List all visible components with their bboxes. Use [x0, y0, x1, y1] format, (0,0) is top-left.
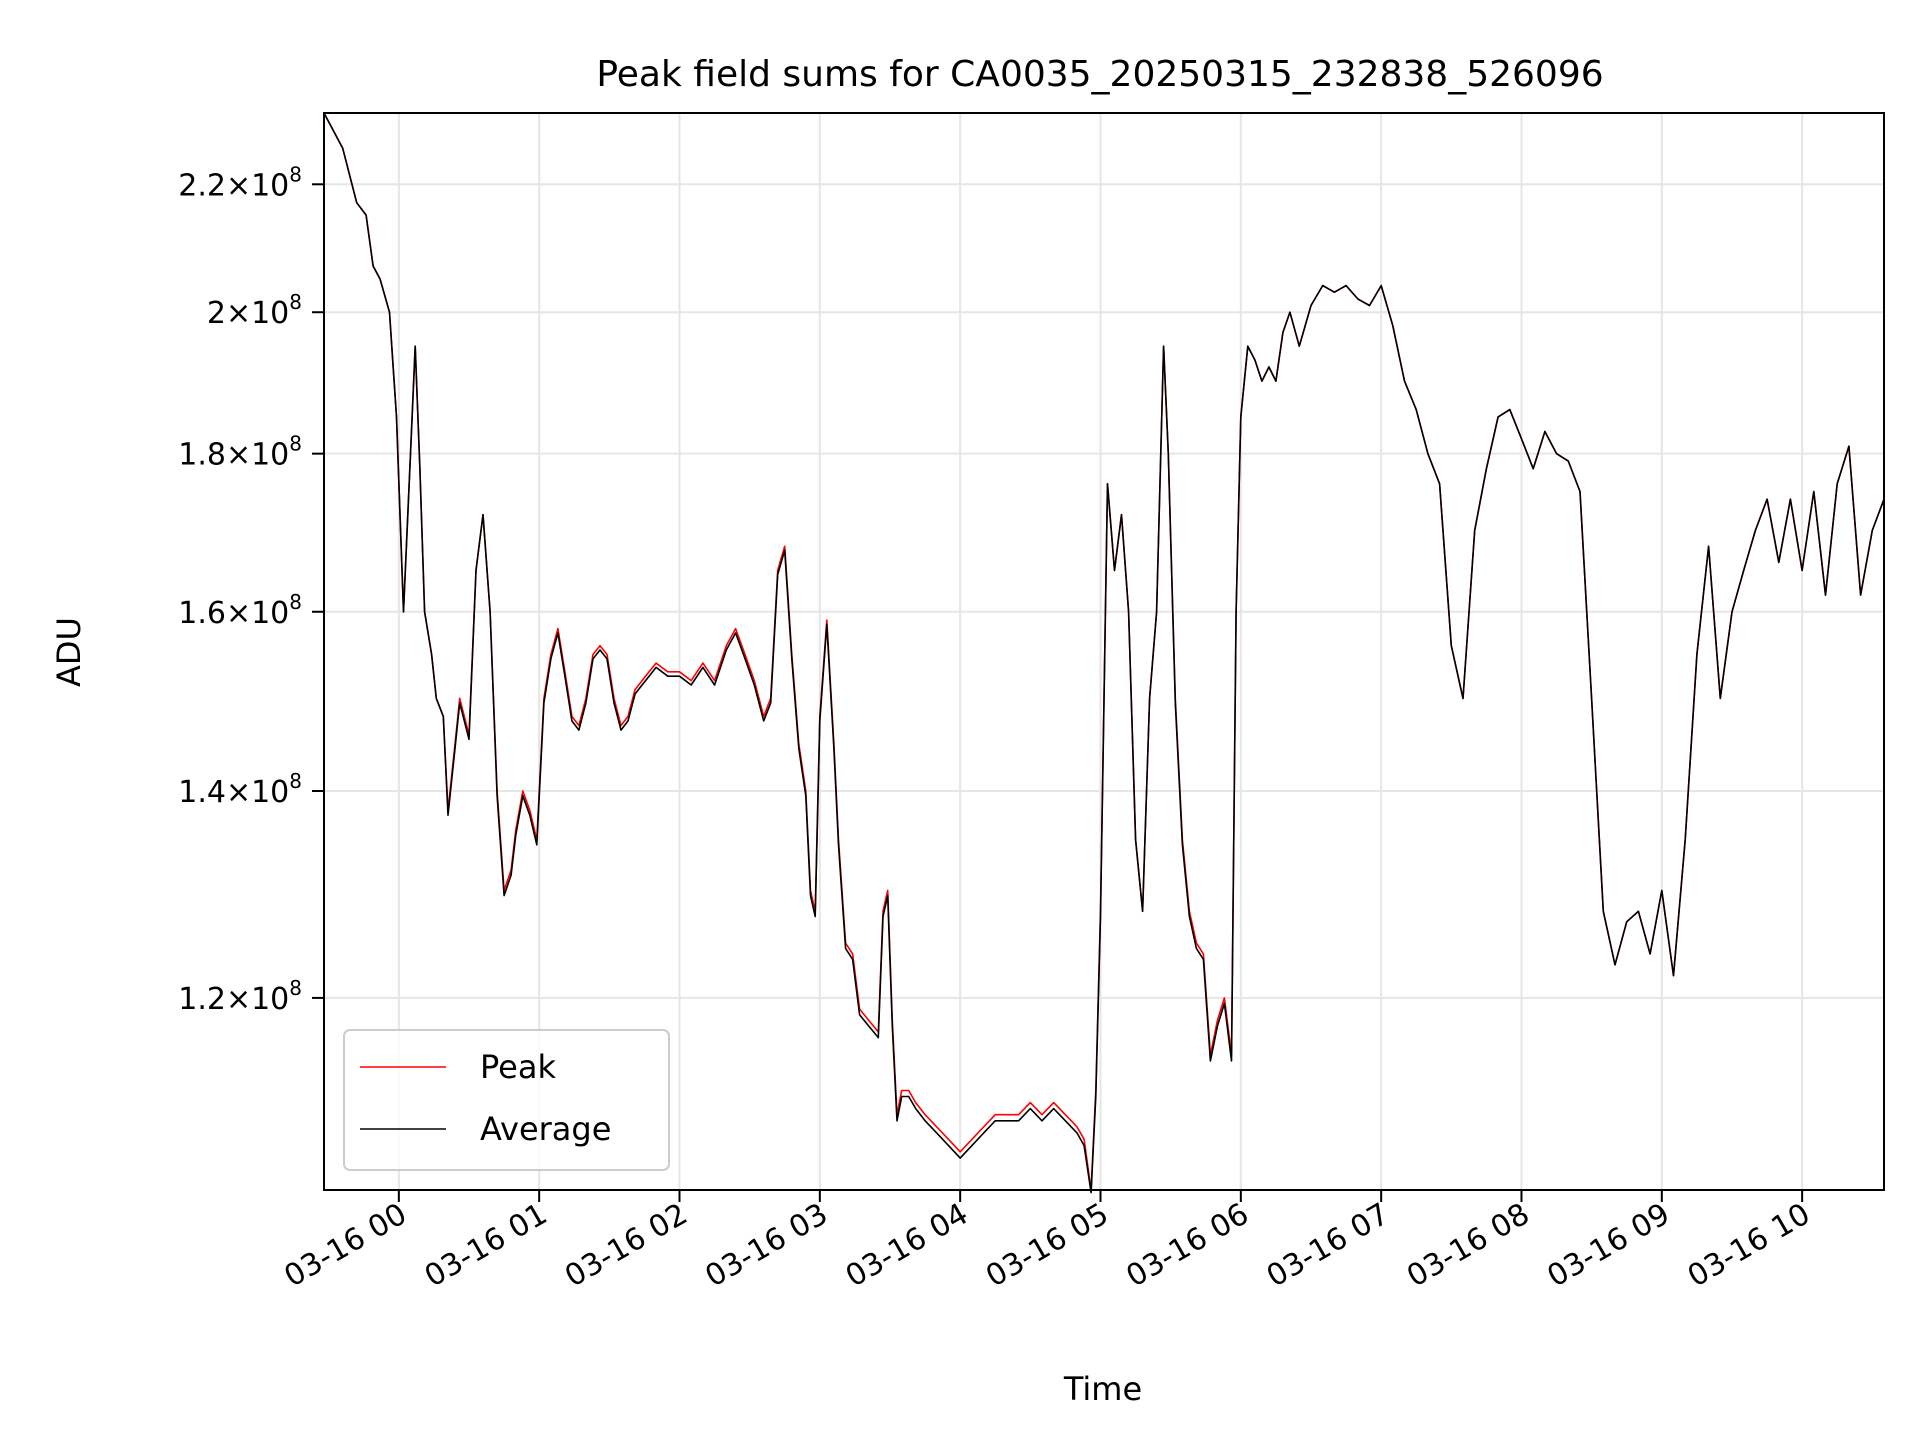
- x-axis-label: Time: [1063, 1370, 1142, 1408]
- y-tick-label: 2.2×108: [178, 162, 302, 203]
- y-axis-ticks: 1.2×108 1.4×108 1.6×108 1.8×108 2×108 2.2×108: [178, 162, 324, 1017]
- series-line-average: [323, 112, 1885, 1194]
- y-axis-label: ADU: [50, 617, 88, 687]
- legend-box: [343, 1029, 670, 1171]
- y-tick-label: 1.4×108: [178, 769, 302, 810]
- y-tick-label: 1.8×108: [178, 432, 302, 473]
- grid-layer: [324, 113, 1884, 1190]
- legend: Peak Average: [343, 1029, 670, 1171]
- y-tick-label: 1.2×108: [178, 976, 302, 1017]
- legend-label-peak: Peak: [480, 1048, 556, 1086]
- legend-label-average: Average: [480, 1110, 611, 1148]
- series-layer: [323, 112, 1885, 1194]
- y-tick-label: 1.6×108: [178, 590, 302, 631]
- plot-frame: [323, 112, 1885, 1191]
- y-tick-label: 2×108: [207, 290, 302, 331]
- chart-title: Peak field sums for CA0035_20250315_2328…: [596, 54, 1603, 95]
